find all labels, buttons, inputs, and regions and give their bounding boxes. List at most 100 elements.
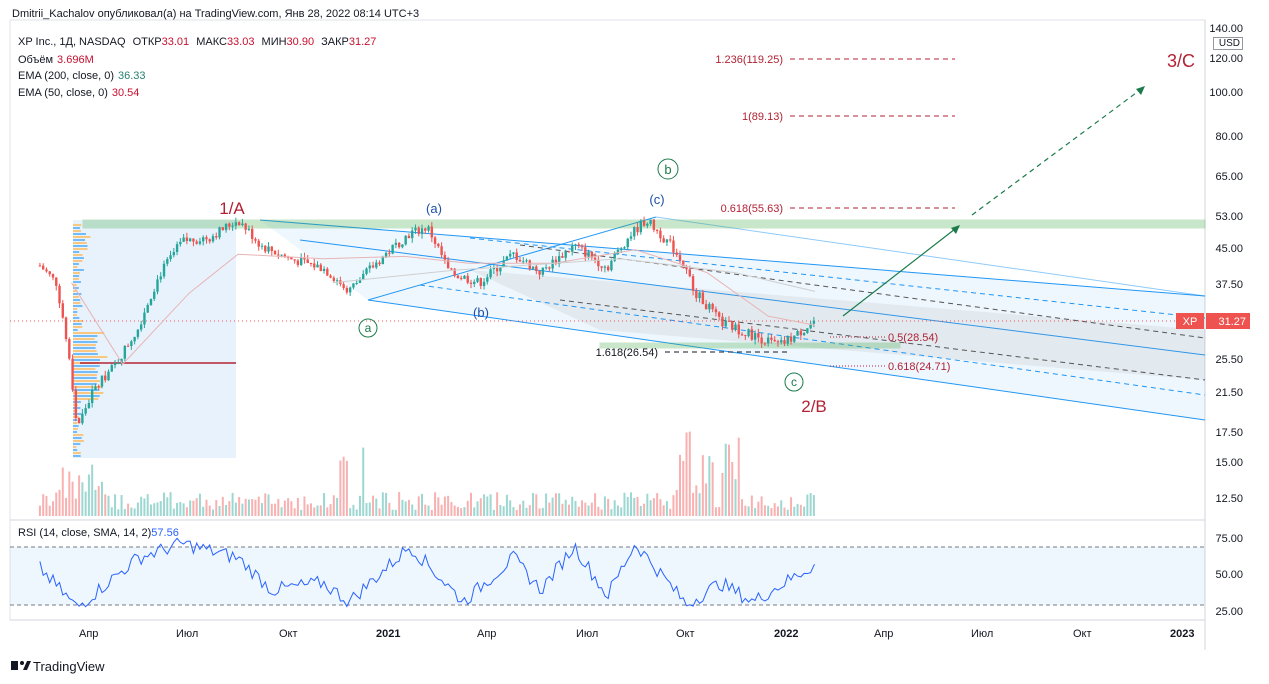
time-tick-8: Апр — [874, 628, 894, 640]
legend-volume-row[interactable]: Объём 3.696M — [18, 54, 98, 66]
candle-body — [215, 236, 218, 238]
volume-bar — [518, 504, 521, 516]
volume-profile-row — [73, 428, 78, 430]
legend-ema50-label: EMA (50, close, 0) — [18, 87, 108, 99]
price-tag-symbol: XP — [1183, 316, 1198, 328]
candle-body — [633, 227, 636, 237]
volume-profile-row — [73, 380, 100, 382]
volume-bar — [574, 500, 577, 516]
candle-body — [159, 276, 162, 280]
candle-body — [175, 244, 179, 252]
volume-bars — [38, 431, 815, 516]
volume-profile-row — [73, 422, 78, 424]
volume-bar — [81, 482, 84, 516]
candle-body — [593, 257, 597, 260]
candle-body — [737, 324, 740, 335]
volume-bar — [146, 494, 149, 516]
volume-bar — [476, 501, 479, 516]
volume-profile-row — [73, 335, 98, 337]
projection-arrow-dashed — [971, 89, 1141, 216]
price-tick-12: 12.50 — [1215, 493, 1243, 505]
volume-bar — [388, 502, 391, 516]
volume-bar — [48, 505, 51, 516]
volume-profile-row — [73, 287, 79, 289]
candle-body — [332, 277, 336, 281]
volume-bar — [94, 489, 97, 516]
rsi-legend-row[interactable]: RSI (14, close, SMA, 14, 2)57.56 — [18, 527, 183, 539]
candle-body — [433, 237, 437, 244]
candle-body — [182, 237, 185, 242]
legend-ema50-row[interactable]: EMA (50, close, 0) 30.54 — [18, 87, 143, 99]
volume-profile-row — [73, 398, 99, 400]
candle-body — [153, 291, 156, 299]
tradingview-brand[interactable]: TradingView — [33, 659, 105, 674]
candle-body — [202, 237, 205, 242]
candle-body — [179, 241, 182, 245]
volume-bar — [502, 506, 505, 516]
candle-body — [306, 259, 309, 263]
volume-bar — [264, 493, 267, 516]
volume-bar — [375, 498, 378, 516]
volume-bar — [812, 495, 815, 516]
volume-bar — [558, 493, 561, 516]
candle-body — [303, 257, 306, 260]
candle-body — [554, 259, 558, 264]
candle-body — [345, 287, 349, 293]
candle-body — [107, 371, 110, 381]
volume-profile-row — [73, 449, 78, 451]
candle-body — [326, 268, 329, 276]
volume-bar — [130, 507, 133, 516]
volume-bar — [590, 502, 593, 516]
volume-bar — [705, 483, 708, 516]
volume-bar — [38, 505, 41, 516]
volume-bar — [620, 507, 623, 516]
volume-bar — [786, 509, 789, 516]
candle-body — [495, 268, 499, 272]
volume-bar — [110, 507, 113, 516]
candle-body — [473, 281, 476, 284]
volume-profile-row — [73, 389, 100, 391]
inner-dash-2 — [519, 244, 1206, 339]
volume-profile-row — [73, 236, 91, 238]
candle-body — [348, 287, 352, 293]
currency-badge[interactable]: USD — [1213, 37, 1243, 50]
price-tick-80: 80.00 — [1215, 131, 1243, 143]
candle-body — [662, 238, 665, 243]
legend-ema200-row[interactable]: EMA (200, close, 0) 36.33 — [18, 70, 150, 82]
volume-profile-row — [73, 386, 103, 388]
volume-bar — [737, 437, 740, 516]
candle-body — [100, 375, 104, 387]
candle-body — [522, 261, 525, 263]
volume-bar — [492, 509, 495, 516]
rsi-tick-25: 25.00 — [1215, 606, 1243, 618]
volume-bar — [189, 500, 192, 516]
volume-bar — [453, 505, 456, 516]
candle-body — [535, 266, 538, 272]
fib-05-label: 0.5(28.54) — [888, 332, 938, 344]
candle-body — [734, 324, 737, 330]
candle-body — [358, 279, 362, 283]
tradingview-logo-icon[interactable] — [11, 661, 31, 670]
pitchfork-top — [655, 216, 1206, 297]
candle-body — [123, 345, 127, 359]
candle-body — [90, 390, 94, 403]
candle-body — [81, 413, 84, 424]
volume-bar — [172, 508, 175, 516]
volume-bar — [120, 495, 123, 516]
volume-bar — [450, 502, 453, 516]
legend-ema200-value: 36.33 — [118, 70, 146, 82]
volume-bar — [212, 509, 215, 516]
inner-channel-fill — [470, 270, 1205, 380]
volume-profile-row — [73, 254, 83, 256]
legend-symbol[interactable]: XP Inc., 1Д, NASDAQ — [18, 36, 126, 48]
candle-body — [84, 408, 87, 414]
price-tick-17: 17.50 — [1215, 427, 1243, 439]
volume-profile-row — [73, 251, 80, 253]
candle-body — [283, 254, 287, 257]
volume-bar — [776, 506, 779, 516]
candle-body — [198, 241, 202, 244]
candle-body — [727, 320, 731, 322]
candle-body — [636, 227, 639, 233]
volume-bar — [179, 502, 182, 516]
